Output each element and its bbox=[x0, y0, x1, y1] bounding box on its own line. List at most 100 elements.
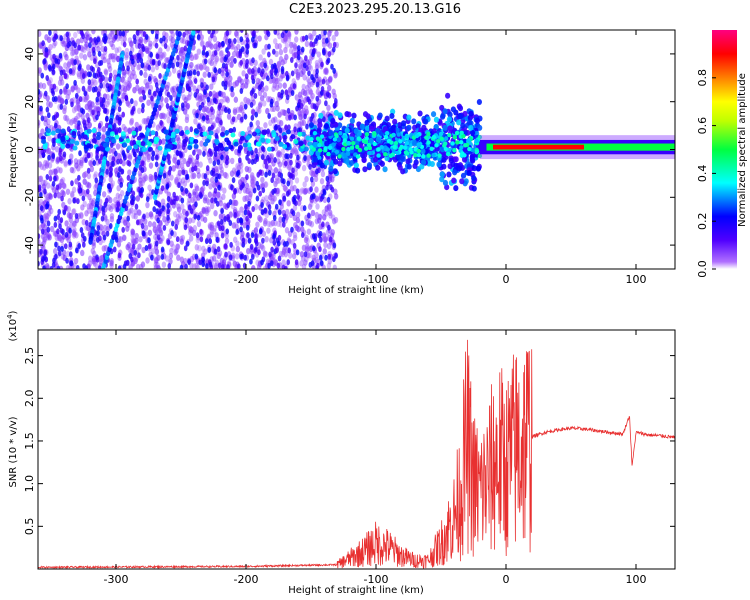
spectrogram-cell bbox=[331, 217, 337, 225]
spectrogram-cell bbox=[324, 67, 329, 74]
spectrogram-cell bbox=[266, 75, 270, 82]
spectrogram-cell bbox=[70, 180, 74, 187]
spectrogram-cell bbox=[292, 194, 297, 201]
spectrogram-cell bbox=[140, 43, 145, 50]
spectrogram-cell bbox=[173, 249, 178, 256]
spectrogram-cell bbox=[251, 57, 255, 64]
spectrogram-cell bbox=[205, 50, 210, 57]
spectrogram-cell bbox=[305, 76, 311, 83]
spectrogram-cell bbox=[110, 180, 116, 187]
spectrogram-cell bbox=[246, 67, 252, 74]
spectrogram-cell bbox=[219, 119, 223, 126]
spectrogram-cell bbox=[43, 249, 48, 256]
spectrogram-cell bbox=[140, 223, 145, 230]
spectrogram-cell bbox=[126, 242, 132, 249]
spectrogram-cell bbox=[240, 130, 246, 136]
spectrogram-cell bbox=[82, 235, 87, 242]
spectrogram-cell bbox=[205, 180, 209, 187]
spectrogram-cell bbox=[281, 264, 286, 269]
spectrogram-cell bbox=[43, 115, 48, 123]
spectrogram-cell bbox=[202, 131, 208, 137]
spectrogram-cell bbox=[288, 114, 292, 121]
spectrogram-cell bbox=[113, 150, 118, 157]
spectrogram-cell bbox=[74, 92, 79, 99]
spectrogram-cell bbox=[96, 230, 100, 237]
spectrogram-cell bbox=[233, 141, 239, 147]
spectrogram-cell bbox=[110, 52, 115, 60]
spectrogram-cell bbox=[75, 264, 80, 269]
spectrogram-cell bbox=[293, 114, 297, 121]
spectrogram-cell bbox=[45, 174, 50, 181]
spectrogram-cell bbox=[245, 174, 249, 181]
spectrogram-cell bbox=[321, 209, 327, 216]
spectrogram-cell bbox=[280, 89, 285, 96]
spectrogram-cell bbox=[284, 160, 288, 167]
spectrogram-cell bbox=[63, 62, 68, 69]
spectrogram-cell bbox=[209, 224, 214, 231]
spectrogram-cell bbox=[272, 48, 276, 55]
spectrogram-cell bbox=[208, 90, 213, 97]
spectrogram-cell bbox=[287, 164, 292, 171]
spectrogram-cell bbox=[175, 243, 180, 250]
spectrogram-cell bbox=[297, 63, 303, 70]
spectrogram-cell bbox=[58, 52, 63, 59]
spectrogram-cell bbox=[115, 206, 120, 213]
spectrogram-cell bbox=[277, 82, 283, 89]
spectrogram-cell bbox=[205, 263, 209, 269]
spectrogram-cell bbox=[188, 229, 193, 236]
spectrogram-cell bbox=[213, 151, 218, 158]
spectrogram-cell bbox=[180, 197, 185, 204]
spectrogram-cell bbox=[95, 135, 101, 141]
spectrogram-cell bbox=[314, 105, 318, 112]
spectrogram-cell bbox=[174, 224, 179, 231]
spectrogram-cell bbox=[263, 207, 268, 214]
spectrogram-cell bbox=[471, 185, 477, 192]
spectrogram-cell bbox=[103, 76, 109, 83]
spectrogram-cell bbox=[68, 68, 73, 75]
spectrogram-cell bbox=[77, 174, 81, 181]
spectrogram-cell bbox=[430, 111, 437, 118]
spectrogram-cell bbox=[187, 196, 192, 204]
spectrogram-cell bbox=[59, 155, 63, 162]
spectrogram-cell bbox=[192, 69, 197, 76]
spectrogram-cell bbox=[207, 246, 212, 253]
spectrogram-cell bbox=[289, 152, 293, 159]
spectrogram-cell bbox=[170, 31, 175, 38]
spectrogram-cell bbox=[42, 58, 46, 65]
spectrogram-cell bbox=[300, 231, 305, 238]
spectrogram-cell bbox=[73, 79, 77, 86]
spectrogram-cell bbox=[109, 216, 115, 223]
spectrogram-cell bbox=[238, 52, 242, 59]
spectrogram-cell bbox=[285, 74, 290, 81]
spectrogram-cell bbox=[268, 119, 273, 127]
spectrogram-cell bbox=[207, 191, 213, 198]
spectrogram-cell bbox=[182, 157, 187, 165]
spectrogram-cell bbox=[194, 262, 199, 269]
spectrogram-cell bbox=[76, 87, 81, 94]
spectrogram-cell bbox=[141, 146, 147, 152]
spectrogram-cell bbox=[179, 37, 185, 44]
spectrogram-cell bbox=[213, 264, 219, 269]
spectrogram-cell bbox=[457, 105, 464, 112]
spectrogram-cell bbox=[315, 88, 321, 96]
spectrogram-cell bbox=[191, 166, 195, 173]
spectrogram-cell bbox=[272, 239, 277, 246]
spectrogram-cell bbox=[86, 167, 91, 174]
spectrogram-cell bbox=[50, 130, 56, 136]
spectrogram-cell bbox=[51, 90, 55, 97]
spectrogram-cell bbox=[278, 216, 283, 223]
spectrogram-cell bbox=[277, 255, 282, 262]
spectrogram-cell bbox=[190, 172, 195, 180]
spectrogram-cell bbox=[233, 37, 237, 44]
spectrogram-cell bbox=[183, 257, 188, 265]
spectrogram-cell bbox=[240, 116, 244, 123]
spectrogram-cell bbox=[260, 176, 265, 184]
spectrogram-cell bbox=[185, 210, 189, 217]
spectrogram-cell bbox=[122, 41, 127, 48]
spectrogram-cell bbox=[301, 119, 306, 126]
spectrogram-cell bbox=[296, 225, 301, 233]
spectrogram-cell bbox=[227, 38, 232, 45]
spectrogram-cell bbox=[86, 152, 91, 159]
spectrogram-cell bbox=[168, 252, 174, 260]
spectrogram-cell bbox=[142, 213, 146, 220]
